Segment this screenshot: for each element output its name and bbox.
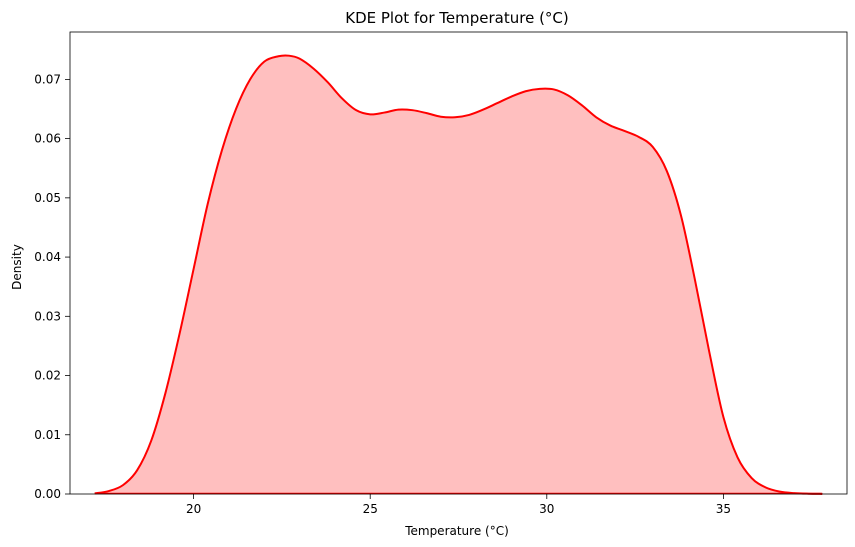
chart-title: KDE Plot for Temperature (°C) xyxy=(345,9,569,27)
x-tick-label: 30 xyxy=(539,502,554,516)
y-axis-label: Density xyxy=(10,244,24,290)
kde-line xyxy=(94,54,823,495)
y-tick-label: 0.00 xyxy=(34,487,61,501)
plot-area xyxy=(69,31,848,495)
y-tick-label: 0.01 xyxy=(34,428,61,442)
x-tick-label: 20 xyxy=(186,502,201,516)
y-tick-label: 0.05 xyxy=(34,191,61,205)
y-tick-label: 0.03 xyxy=(34,309,61,323)
x-tick-label: 25 xyxy=(363,502,378,516)
y-tick-label: 0.07 xyxy=(34,72,61,86)
x-tick-label: 35 xyxy=(716,502,731,516)
y-tick-label: 0.02 xyxy=(34,369,61,383)
y-axis: 0.00 0.01 0.02 0.03 0.04 0.05 0.06 0.07 xyxy=(34,72,70,501)
x-axis-label: Temperature (°C) xyxy=(404,524,509,538)
plot-frame xyxy=(69,31,848,495)
kde-area-fill xyxy=(94,55,823,495)
y-tick-label: 0.04 xyxy=(34,250,61,264)
y-tick-label: 0.06 xyxy=(34,132,61,146)
x-axis: 20 25 30 35 xyxy=(186,494,731,516)
